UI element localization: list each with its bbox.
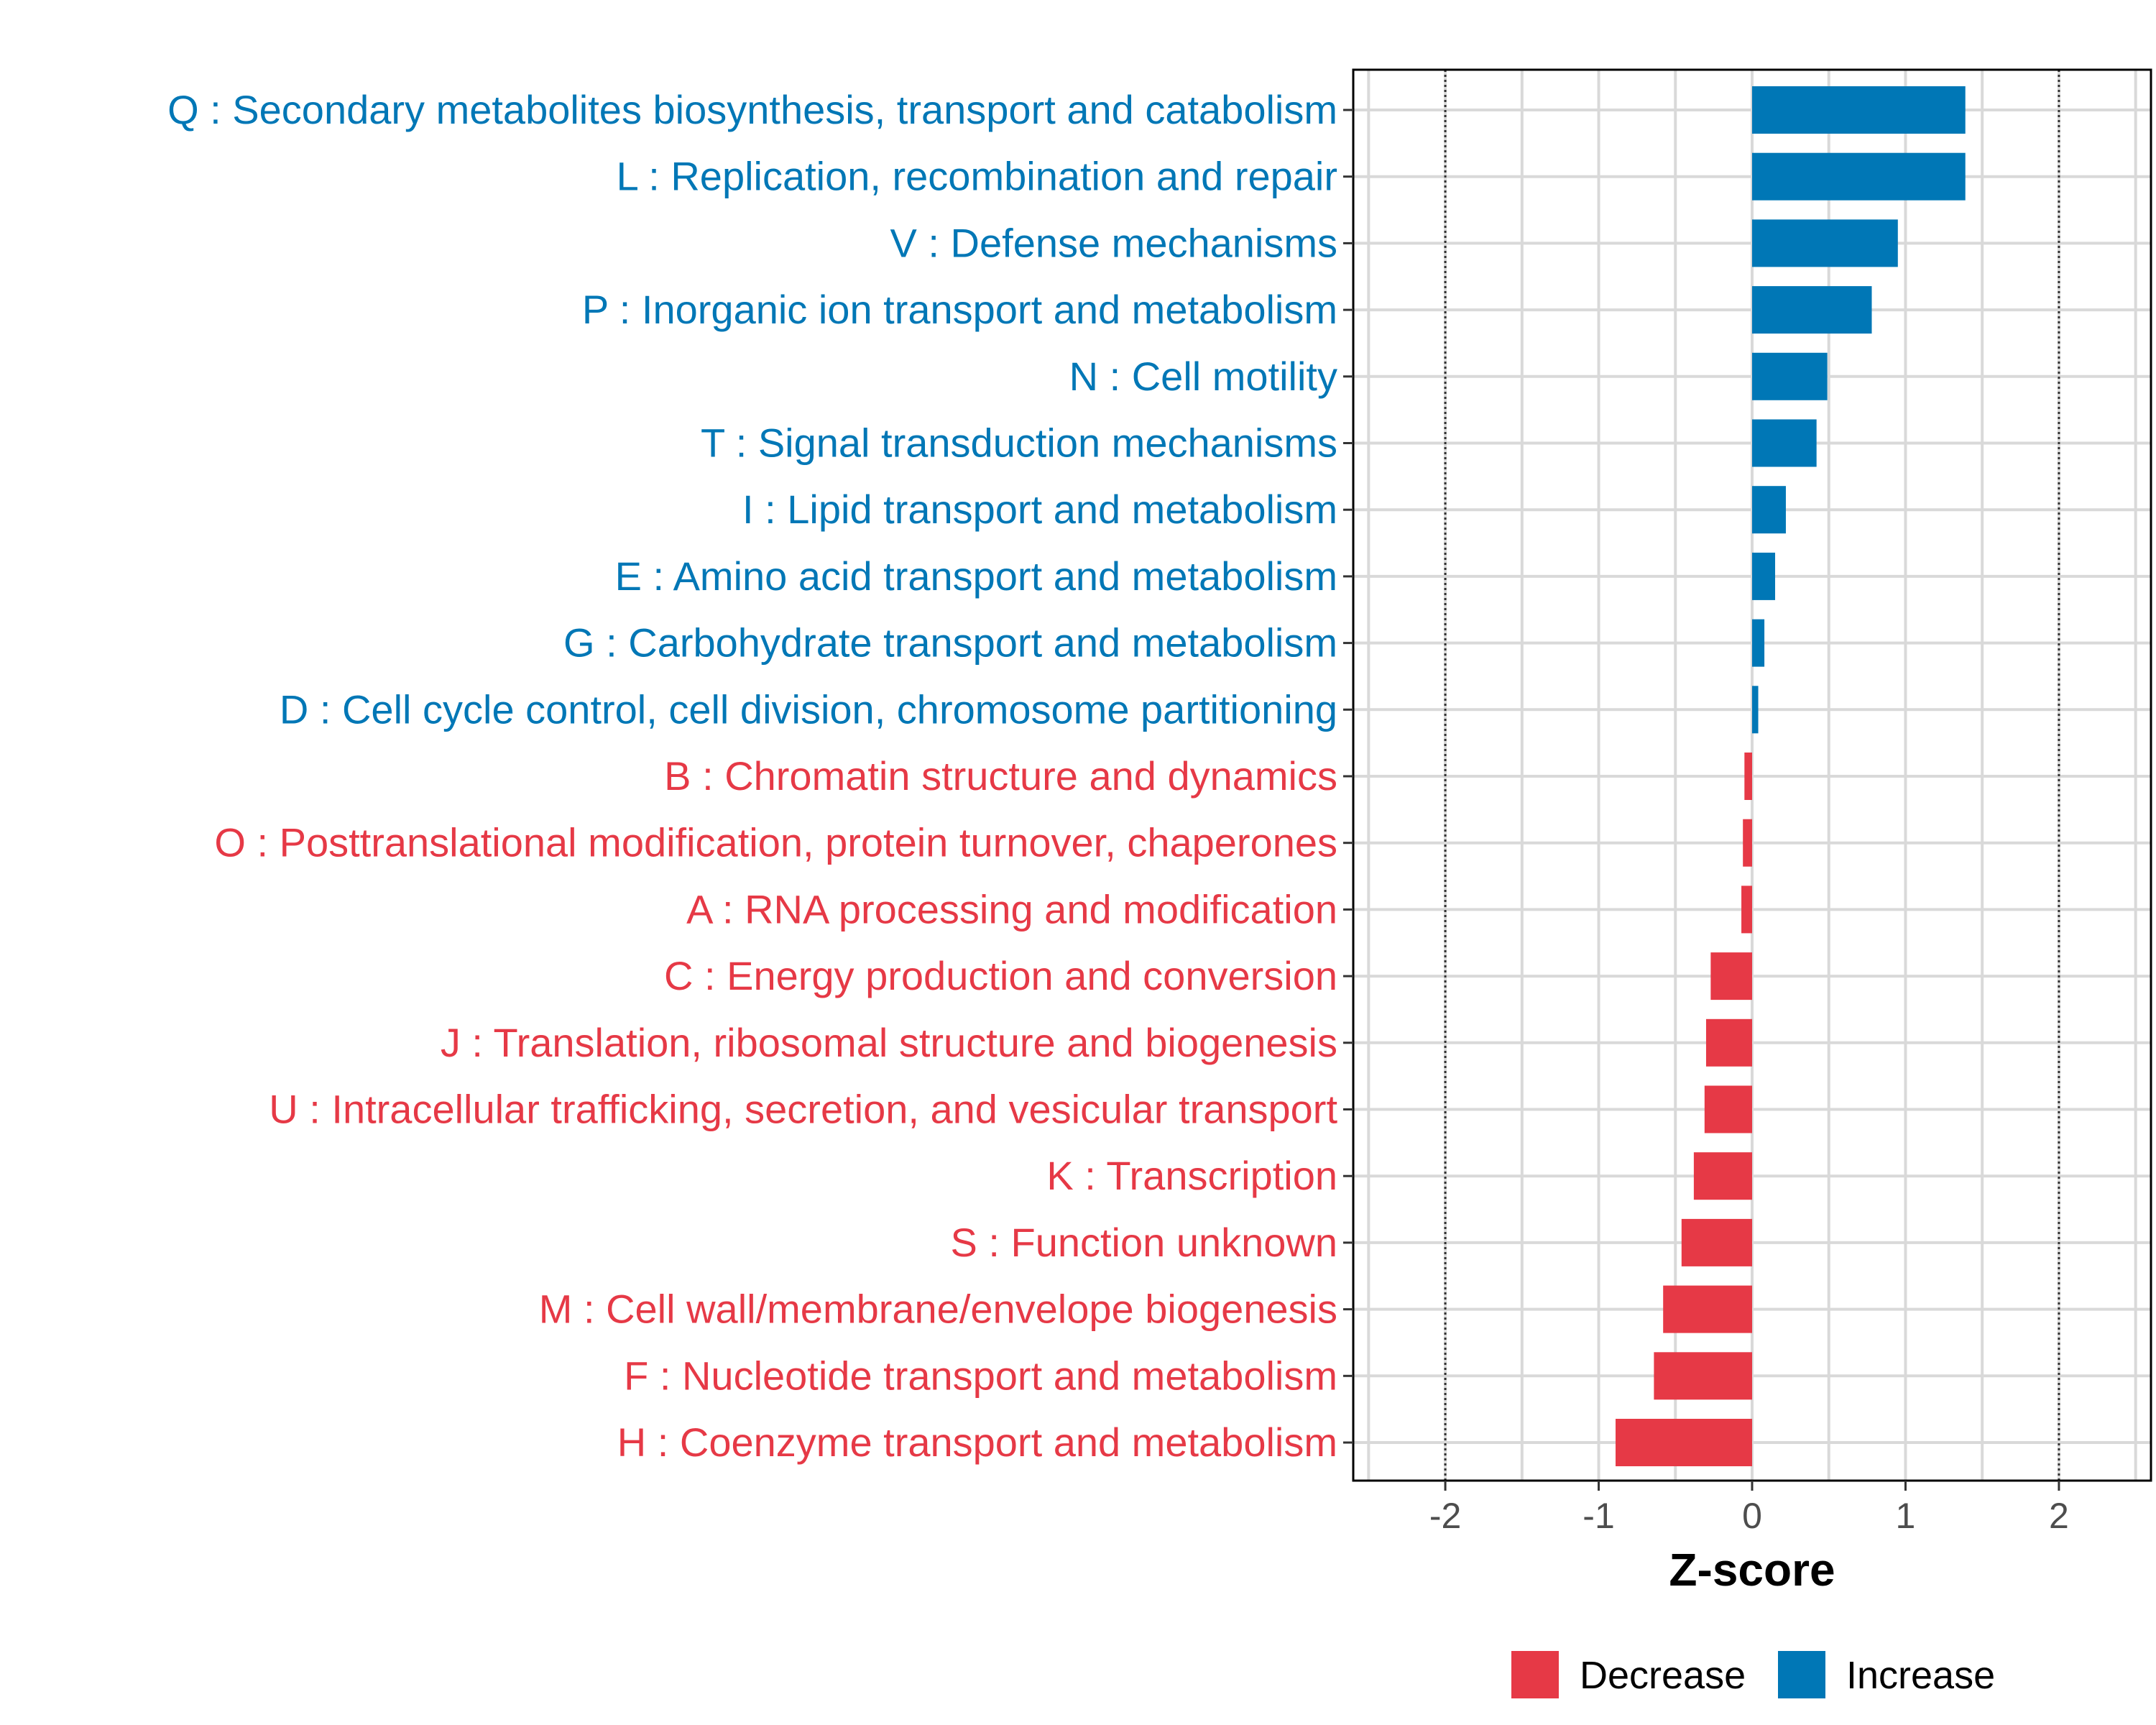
category-label: C : Energy production and conversion (664, 953, 1337, 998)
category-label: M : Cell wall/membrane/envelope biogenes… (539, 1287, 1337, 1332)
bar (1704, 1085, 1752, 1133)
category-label: B : Chromatin structure and dynamics (664, 753, 1337, 799)
bar (1654, 1352, 1752, 1400)
category-label: I : Lipid transport and metabolism (742, 487, 1337, 532)
category-label: A : RNA processing and modification (686, 886, 1337, 932)
legend-label-decrease: Decrease (1580, 1654, 1746, 1697)
x-tick-label: -1 (1583, 1496, 1614, 1536)
bars (1616, 86, 1966, 1466)
x-tick-label: 2 (2049, 1496, 2069, 1536)
bar (1741, 886, 1752, 934)
bar (1743, 819, 1752, 867)
category-label: G : Carbohydrate transport and metabolis… (563, 620, 1337, 666)
x-tick-label: -2 (1429, 1496, 1461, 1536)
bar (1616, 1419, 1752, 1466)
bar (1705, 1018, 1752, 1067)
category-label: S : Function unknown (950, 1220, 1337, 1265)
category-labels: Q : Secondary metabolites biosynthesis, … (167, 87, 1337, 1465)
category-label: J : Translation, ribosomal structure and… (441, 1020, 1337, 1065)
bar (1663, 1285, 1752, 1333)
category-label: K : Transcription (1046, 1153, 1337, 1198)
bar (1752, 219, 1898, 267)
x-axis-title: Z-score (1669, 1544, 1835, 1596)
legend-key-decrease (1511, 1651, 1559, 1698)
reference-lines (1444, 70, 2060, 1481)
bar (1752, 352, 1828, 400)
bar (1752, 152, 1966, 201)
bar (1752, 486, 1786, 534)
legend-label-increase: Increase (1846, 1654, 1995, 1697)
category-label: U : Intracellular trafficking, secretion… (269, 1087, 1337, 1132)
bar (1752, 619, 1765, 667)
category-label: Q : Secondary metabolites biosynthesis, … (167, 87, 1337, 132)
bar (1710, 952, 1752, 1000)
x-axis-ticks: -2 -1 0 1 2 (1429, 1481, 2069, 1536)
category-label: T : Signal transduction mechanisms (701, 420, 1337, 466)
bar (1752, 419, 1817, 467)
bar (1752, 686, 1759, 734)
legend-key-increase (1778, 1651, 1825, 1698)
category-label: E : Amino acid transport and metabolism (615, 553, 1337, 599)
category-label: H : Coenzyme transport and metabolism (617, 1420, 1337, 1465)
category-label: D : Cell cycle control, cell division, c… (280, 686, 1337, 732)
category-label: F : Nucleotide transport and metabolism (624, 1353, 1337, 1398)
category-label: N : Cell motility (1069, 354, 1337, 399)
x-tick-label: 1 (1896, 1496, 1916, 1536)
bar (1752, 552, 1776, 600)
category-label: P : Inorganic ion transport and metaboli… (582, 287, 1337, 332)
bar (1693, 1152, 1752, 1200)
category-label: L : Replication, recombination and repai… (617, 154, 1337, 199)
legend: Decrease Increase (1511, 1651, 1995, 1698)
x-tick-label: 0 (1742, 1496, 1762, 1536)
bar (1681, 1218, 1752, 1266)
category-label: V : Defense mechanisms (890, 220, 1337, 265)
bar (1752, 86, 1966, 134)
category-label: O : Posttranslational modification, prot… (214, 820, 1337, 865)
y-axis-ticks (1343, 109, 1353, 1444)
bar (1752, 286, 1872, 334)
bar (1744, 753, 1752, 800)
